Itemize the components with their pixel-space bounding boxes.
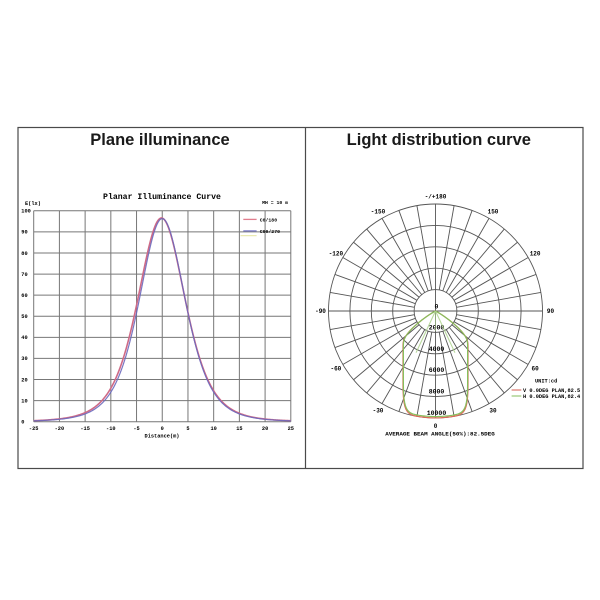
svg-text:-15: -15 <box>80 426 90 432</box>
svg-text:-30: -30 <box>373 408 384 415</box>
svg-text:20: 20 <box>262 426 268 432</box>
svg-text:0: 0 <box>435 304 439 311</box>
svg-text:70: 70 <box>21 272 27 278</box>
svg-text:25: 25 <box>288 426 294 432</box>
svg-text:150: 150 <box>488 208 499 215</box>
svg-text:Distance(m): Distance(m) <box>145 434 180 440</box>
svg-text:-90: -90 <box>315 308 326 315</box>
svg-text:-25: -25 <box>29 426 39 432</box>
svg-text:-60: -60 <box>330 366 341 373</box>
svg-text:10: 10 <box>21 398 27 404</box>
svg-text:-120: -120 <box>329 251 344 258</box>
svg-text:30: 30 <box>21 356 27 362</box>
svg-text:10000: 10000 <box>427 410 447 417</box>
svg-text:-150: -150 <box>371 208 386 215</box>
svg-text:4000: 4000 <box>429 346 445 353</box>
svg-text:0: 0 <box>434 423 438 430</box>
svg-text:2000: 2000 <box>429 324 445 331</box>
svg-text:60: 60 <box>21 293 27 299</box>
svg-text:-/+180: -/+180 <box>425 194 447 201</box>
svg-text:100: 100 <box>21 209 31 215</box>
svg-text:60: 60 <box>531 366 539 373</box>
svg-text:V 0.0DEG PLAN,82.5: V 0.0DEG PLAN,82.5 <box>523 388 580 394</box>
svg-text:AVERAGE BEAM ANGLE(50%):82.5DE: AVERAGE BEAM ANGLE(50%):82.5DEG <box>385 431 495 438</box>
svg-text:Light distribution curve: Light distribution curve <box>347 131 531 149</box>
svg-text:Planar Illuminance Curve: Planar Illuminance Curve <box>103 192 221 202</box>
svg-text:90: 90 <box>547 308 555 315</box>
svg-text:90: 90 <box>21 230 27 236</box>
svg-text:H 0.0DEG PLAN,82.4: H 0.0DEG PLAN,82.4 <box>523 394 581 400</box>
svg-text:80: 80 <box>21 251 27 257</box>
svg-text:C0/180: C0/180 <box>260 217 277 223</box>
svg-text:C90/270: C90/270 <box>260 229 280 235</box>
svg-text:-20: -20 <box>55 426 65 432</box>
svg-text:-5: -5 <box>133 426 139 432</box>
svg-text:MH = 10 m: MH = 10 m <box>262 200 288 206</box>
svg-text:6000: 6000 <box>429 367 445 374</box>
svg-text:15: 15 <box>236 426 242 432</box>
svg-text:E(lx): E(lx) <box>25 201 41 207</box>
svg-text:-10: -10 <box>106 426 116 432</box>
svg-text:20: 20 <box>21 377 27 383</box>
svg-text:8000: 8000 <box>429 389 445 396</box>
svg-text:120: 120 <box>530 251 541 258</box>
svg-text:10: 10 <box>210 426 216 432</box>
svg-text:UNIT:cd: UNIT:cd <box>535 379 557 385</box>
svg-text:50: 50 <box>21 314 27 320</box>
svg-text:5: 5 <box>186 426 189 432</box>
svg-text:40: 40 <box>21 335 27 341</box>
svg-text:30: 30 <box>489 408 497 415</box>
svg-text:0: 0 <box>161 426 164 432</box>
svg-text:0: 0 <box>21 420 24 426</box>
svg-text:Plane illuminance: Plane illuminance <box>90 131 229 149</box>
